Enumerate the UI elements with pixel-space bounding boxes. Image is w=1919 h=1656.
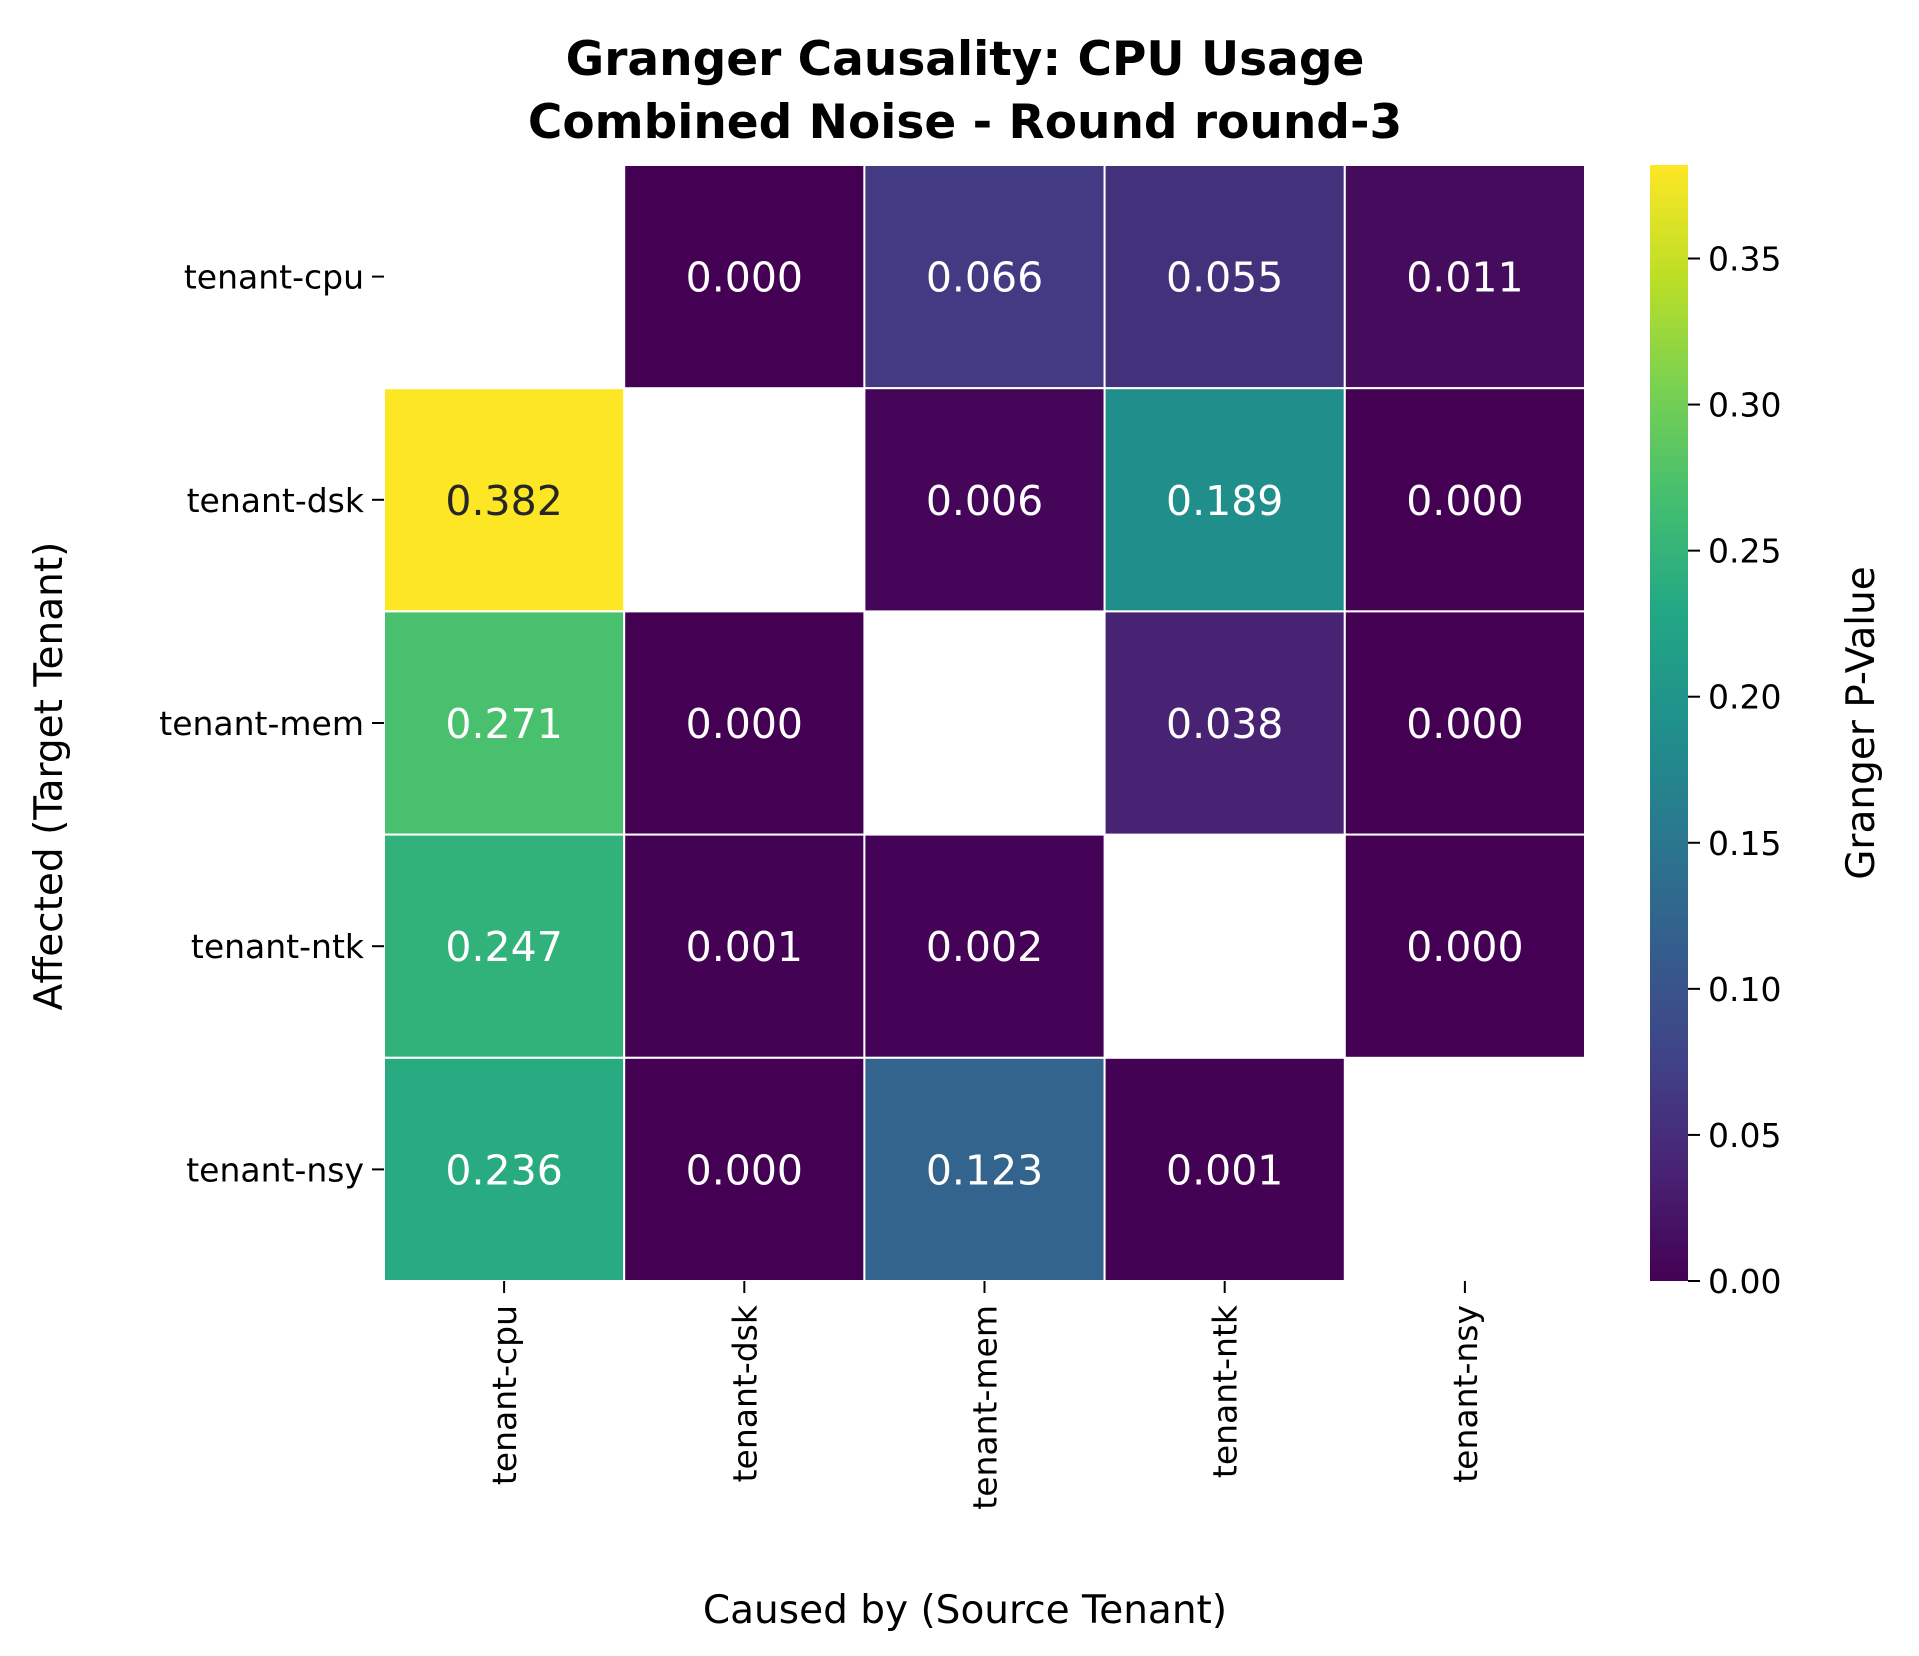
x-axis-label: Caused by (Source Tenant) [703,1588,1227,1633]
colorbar-label: Granger P-Value [1839,566,1884,880]
chart-title: Granger Causality: CPU Usage Combined No… [528,32,1402,150]
cell-value-label: 0.382 [445,477,562,525]
heatmap-cell [863,387,1106,613]
y-tick-label: tenant-ntk [191,927,365,966]
cell-value-label: 0.123 [926,1146,1043,1194]
cell-value-label: 0.236 [445,1146,562,1194]
heatmap-cell [1103,164,1346,390]
heatmap-cell [383,833,626,1059]
cell-value-label: 0.000 [1406,477,1523,525]
heatmap-cell [623,1056,866,1283]
y-axis-ticks: tenant-cpu tenant-dsk tenant-mem tenant-ntk… [159,258,384,1189]
cell-value-label: 0.011 [1406,254,1523,302]
cell-value-label: 0.000 [1406,923,1523,971]
cell-value-label: 0.000 [686,700,803,748]
colorbar-ticks: 0.00 0.05 0.10 0.15 0.20 0.25 0.30 0.35 [1688,239,1781,1301]
cell-value-label: 0.189 [1166,477,1283,525]
cell-value-label: 0.055 [1166,254,1283,302]
cell-value-label: 0.038 [1166,700,1283,748]
heatmap-cell [623,164,866,390]
cell-value-label: 0.066 [926,254,1043,302]
cell-value-label: 0.001 [1166,1146,1283,1194]
heatmap-cell [383,387,626,613]
heatmap-cell [1103,1056,1346,1283]
cell-value-label: 0.000 [686,1146,803,1194]
colorbar-gradient [1650,165,1688,1281]
heatmap-cell [863,164,1106,390]
colorbar: 0.00 0.05 0.10 0.15 0.20 0.25 0.30 0.35 Granger… [1650,165,1884,1301]
x-tick-label: tenant-ntk [1206,1304,1245,1478]
y-tick-label: tenant-nsy [186,1150,364,1189]
colorbar-tick-label: 0.10 [1708,970,1781,1009]
x-axis-ticks: tenant-cpu tenant-dsk tenant-mem tenant-ntk… [485,1281,1485,1510]
colorbar-tick-label: 0.05 [1708,1116,1781,1155]
y-tick-label: tenant-mem [159,704,364,743]
cell-value-label: 0.006 [926,477,1043,525]
colorbar-tick-label: 0.25 [1708,532,1781,571]
heatmap-cell [623,610,866,836]
x-tick-label: tenant-nsy [1446,1305,1485,1483]
heatmap-cell [863,833,1106,1059]
x-tick-label: tenant-dsk [725,1304,764,1482]
colorbar-tick-label: 0.35 [1708,239,1781,278]
cell-value-label: 0.000 [686,254,803,302]
cell-value-label: 0.247 [445,923,562,971]
cell-value-label: 0.000 [1406,700,1523,748]
chart-title-line-2: Combined Noise - Round round-3 [528,95,1402,150]
colorbar-tick-label: 0.20 [1708,678,1781,717]
cell-value-label: 0.002 [926,923,1043,971]
colorbar-tick-label: 0.15 [1708,824,1781,863]
colorbar-tick-label: 0.00 [1708,1262,1781,1301]
cell-value-label: 0.001 [686,923,803,971]
heatmap-cell-labels: 0.000 0.066 0.055 0.011 0.382 0.006 0.189 0.000… [445,254,1523,1195]
heatmap-cell [1343,387,1587,613]
chart-title-line-1: Granger Causality: CPU Usage [566,32,1365,87]
y-tick-label: tenant-cpu [184,258,364,297]
y-tick-label: tenant-dsk [187,481,365,520]
heatmap-cell [1343,833,1587,1059]
heatmap-cell [1343,610,1587,836]
heatmap-cell [863,1056,1106,1283]
heatmap-cell [623,833,866,1059]
heatmap-cell [1343,164,1587,390]
cell-value-label: 0.271 [445,700,562,748]
heatmap-cells [383,164,1587,1283]
x-tick-label: tenant-cpu [485,1305,524,1485]
y-axis-label: Affected (Target Tenant) [27,542,72,1011]
heatmap-cell [383,1056,626,1283]
colorbar-tick-label: 0.30 [1708,386,1781,425]
x-tick-label: tenant-mem [966,1305,1005,1510]
